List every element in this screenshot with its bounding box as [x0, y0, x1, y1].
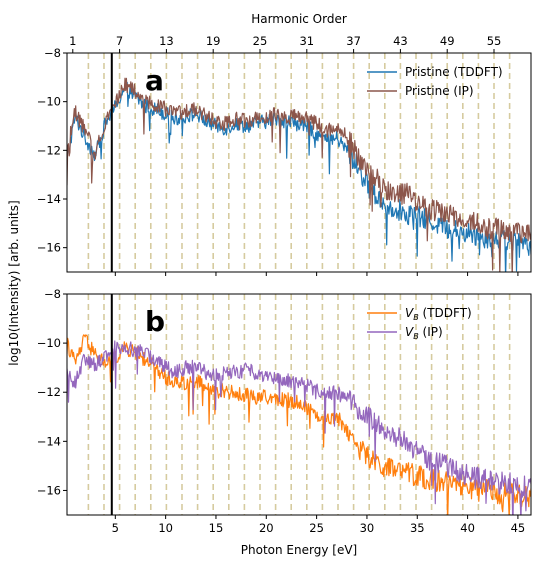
y-tick-label: −12: [37, 385, 61, 399]
y-tick-label: −10: [37, 336, 61, 350]
y-tick-label: −14: [37, 192, 61, 206]
y-tick-label: −16: [37, 241, 61, 255]
top-tick-label: 55: [487, 34, 502, 48]
top-tick-label: 25: [253, 34, 268, 48]
top-axis-title: Harmonic Order: [251, 12, 347, 26]
x-tick-label: 40: [460, 521, 475, 535]
top-tick-label: 13: [159, 34, 174, 48]
legend-label: Pristine (TDDFT): [405, 65, 503, 79]
top-tick-label: 7: [116, 34, 123, 48]
series-group: [67, 334, 531, 515]
x-tick-label: 30: [360, 521, 375, 535]
x-axis-title: Photon Energy [eV]: [241, 543, 357, 557]
plot-frame: [66, 293, 532, 516]
y-tick-label: −8: [44, 287, 61, 301]
y-tick-label: −10: [37, 95, 61, 109]
y-axis-title: log10(Intensity) [arb. units]: [7, 200, 21, 365]
top-tick-label: 37: [346, 34, 361, 48]
x-tick-label: 20: [259, 521, 274, 535]
series-line-pristine-ip-: [67, 77, 531, 272]
x-tick-label: 25: [309, 521, 324, 535]
x-tick-label: 5: [112, 521, 119, 535]
top-tick-label: 19: [206, 34, 221, 48]
top-tick-label: 43: [393, 34, 408, 48]
x-tick-label: 15: [209, 521, 224, 535]
panel-b: −8 −10 −12 −14 −16 5 10 15 20 25 30 35 40 45 b VB (TDDF…: [37, 287, 532, 535]
panel-label: b: [145, 305, 165, 338]
legend: VB (TDDFT) VB (IP): [367, 306, 472, 341]
legend-label: Pristine (IP): [405, 84, 474, 98]
series-line-v-b-ip-: [67, 340, 531, 515]
plot-frame: [66, 52, 532, 273]
x-tick-label: 45: [511, 521, 526, 535]
y-tick-label: −12: [37, 143, 61, 157]
y-tick-label: −14: [37, 434, 61, 448]
panel-label: a: [145, 64, 164, 97]
x-tick-label: 10: [158, 521, 173, 535]
legend: Pristine (TDDFT) Pristine (IP): [367, 65, 503, 98]
y-tick-label: −8: [44, 46, 61, 60]
panel-a: −8 −10 −12 −14 −16 1 7 13 19 25 31 37 43 49 55 a Pristin…: [37, 34, 532, 276]
top-tick-label: 31: [299, 34, 314, 48]
series-group: [67, 77, 531, 272]
top-tick-label: 1: [69, 34, 76, 48]
legend-label: VB (TDDFT): [405, 306, 472, 322]
series-line-pristine-tddft-: [67, 81, 531, 272]
legend-label: VB (IP): [405, 325, 443, 341]
series-line-v-b-tddft-: [67, 334, 531, 515]
top-tick-label: 49: [440, 34, 455, 48]
y-tick-label: −16: [37, 483, 61, 497]
x-tick-label: 35: [410, 521, 425, 535]
